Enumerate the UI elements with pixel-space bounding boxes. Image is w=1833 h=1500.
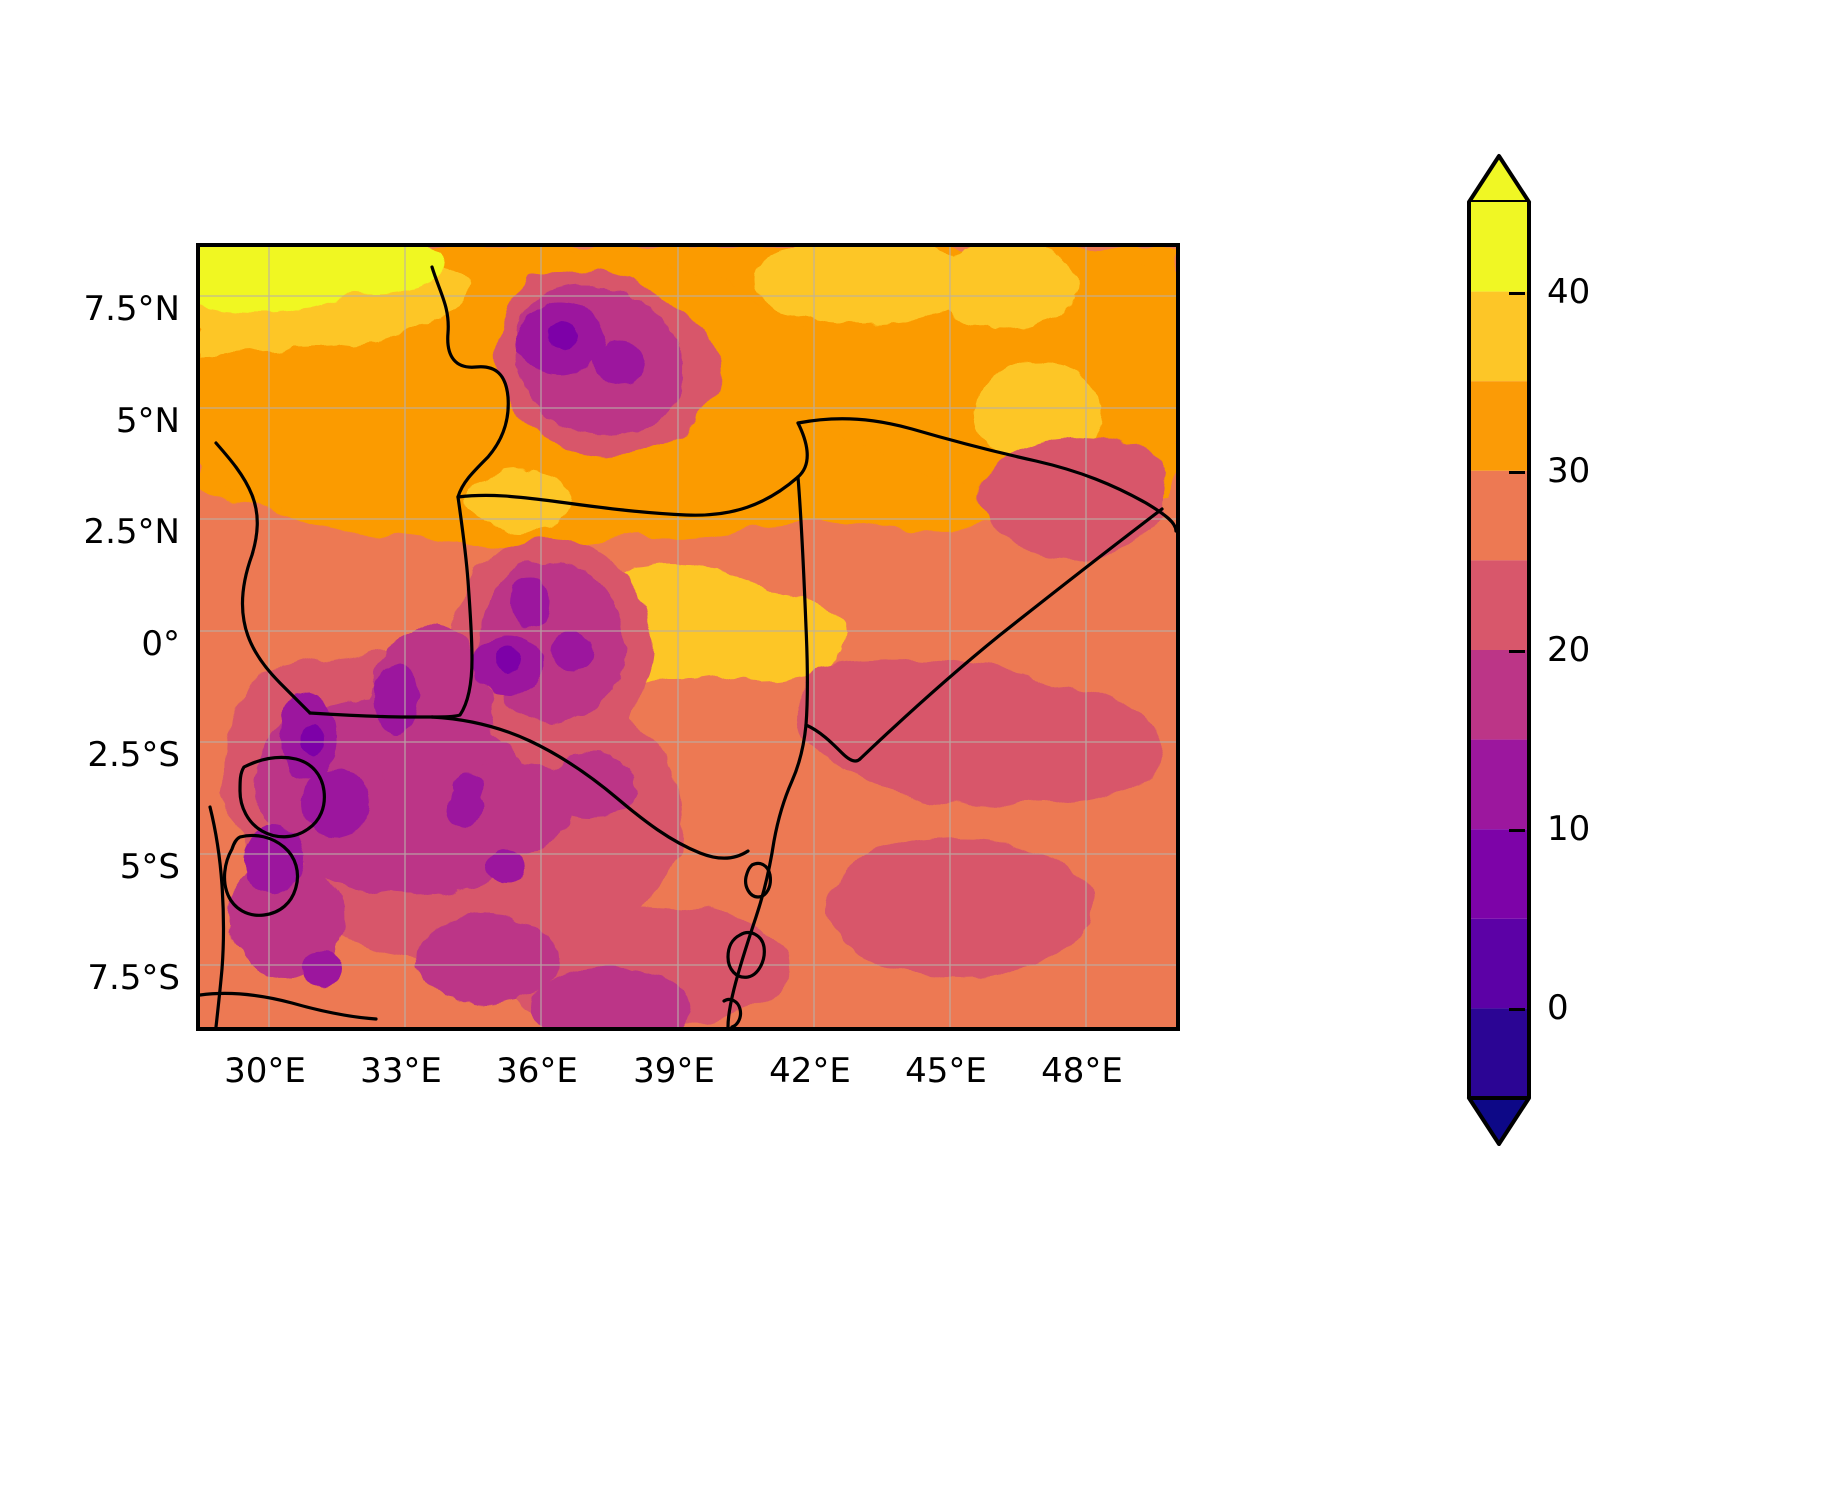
y-tick-5S (196, 854, 200, 856)
map-axes (196, 243, 1180, 1031)
x-tick-33E (405, 1027, 407, 1031)
y-tick-2.5S (196, 742, 200, 744)
x-tick-42E (814, 1027, 816, 1031)
x-axis-label-42E: 42°E (769, 1051, 851, 1091)
y-tick-0 (196, 631, 200, 633)
x-axis-label-33E: 33°E (360, 1051, 442, 1091)
x-tick-48E (1086, 1027, 1088, 1031)
x-axis-label-36E: 36°E (496, 1051, 578, 1091)
x-tick-45E (950, 1027, 952, 1031)
x-tick-39E (678, 1027, 680, 1031)
colorbar-label-40: 40 (1547, 272, 1591, 312)
map-gridlines (200, 247, 1176, 1027)
x-axis-label-45E: 45°E (905, 1051, 987, 1091)
y-tick-2.5N (196, 519, 200, 521)
colorbar-tick-0 (1509, 1008, 1525, 1011)
colorbar-tick-30 (1509, 471, 1525, 474)
y-axis-label-0: 0° (141, 624, 180, 664)
x-tick-30E (269, 1027, 271, 1031)
colorbar-label-30: 30 (1547, 451, 1591, 491)
colorbar-gradient (1467, 154, 1531, 1146)
y-tick-5N (196, 408, 200, 410)
colorbar-tick-20 (1509, 650, 1525, 653)
colorbar-label-20: 20 (1547, 630, 1591, 670)
y-tick-7.5S (196, 965, 200, 967)
y-axis-label-5S: 5°S (119, 847, 180, 887)
x-axis-label-39E: 39°E (633, 1051, 715, 1091)
x-axis-label-30E: 30°E (224, 1051, 306, 1091)
y-axis-label-7.5N: 7.5°N (83, 289, 180, 329)
temperature-contour-field (200, 247, 1176, 1027)
colorbar-bands (1469, 202, 1529, 1098)
colorbar-tick-10 (1509, 829, 1525, 832)
y-axis-label-7.5S: 7.5°S (87, 958, 180, 998)
y-tick-7.5N (196, 296, 200, 298)
colorbar-label-0: 0 (1547, 988, 1569, 1028)
x-axis-label-48E: 48°E (1041, 1051, 1123, 1091)
colorbar: 40 30 20 10 0 (1463, 146, 1793, 1146)
x-tick-36E (541, 1027, 543, 1031)
y-axis-label-5N: 5°N (115, 401, 180, 441)
y-axis-label-2.5N: 2.5°N (83, 512, 180, 552)
y-axis-label-2.5S: 2.5°S (87, 735, 180, 775)
colorbar-label-10: 10 (1547, 809, 1591, 849)
country-borders (200, 265, 1176, 1027)
colorbar-tick-40 (1509, 292, 1525, 295)
